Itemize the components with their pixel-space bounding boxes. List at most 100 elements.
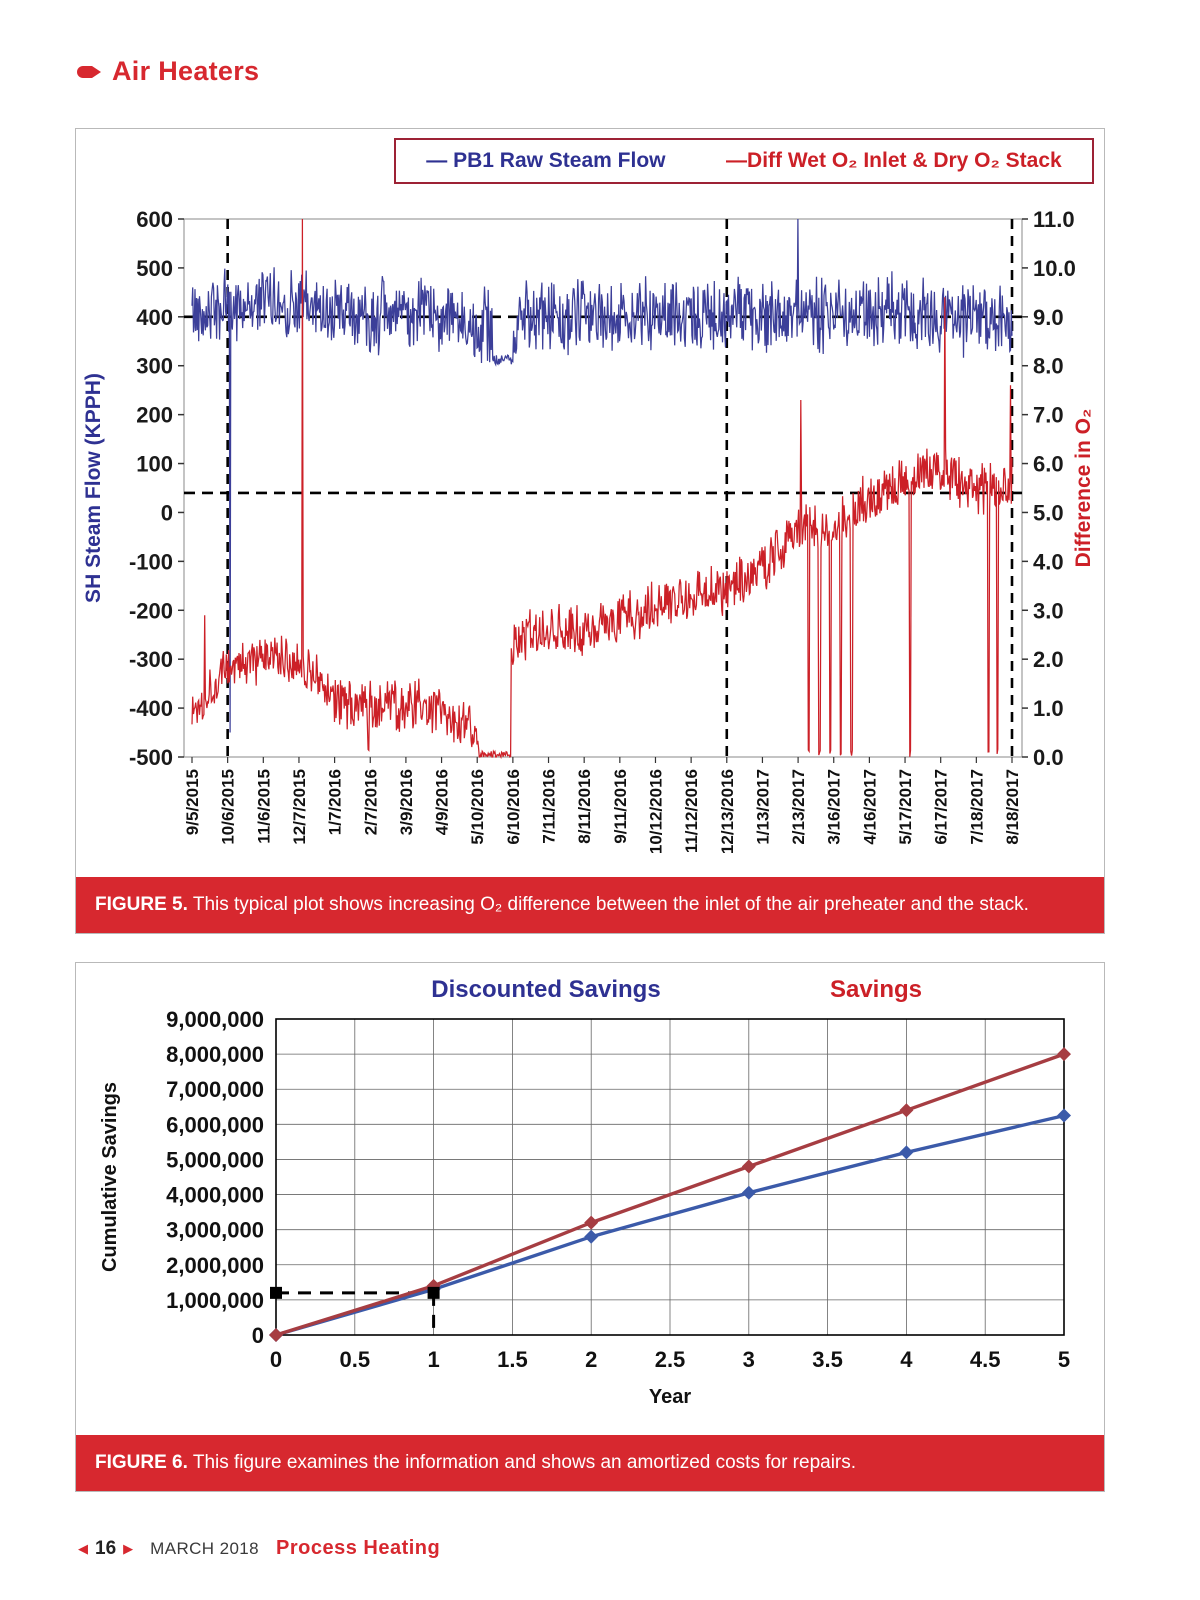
svg-text:Difference in O₂: Difference in O₂ [1072,409,1095,568]
prev-page-icon: ◀ [78,1541,88,1556]
svg-text:2/7/2016: 2/7/2016 [361,769,380,835]
page-number: 16 [95,1537,117,1559]
svg-text:600: 600 [136,207,173,232]
svg-text:0.0: 0.0 [1033,745,1064,770]
svg-text:2: 2 [585,1347,597,1372]
svg-text:9.0: 9.0 [1033,305,1064,330]
svg-text:200: 200 [136,403,173,428]
svg-text:3.5: 3.5 [812,1347,843,1372]
svg-text:SH Steam Flow (KPPH): SH Steam Flow (KPPH) [82,373,105,603]
svg-text:11.0: 11.0 [1033,207,1075,232]
svg-text:-100: -100 [129,549,173,574]
svg-text:10/6/2015: 10/6/2015 [219,769,238,845]
svg-text:7.0: 7.0 [1033,403,1064,428]
svg-text:0: 0 [270,1347,282,1372]
svg-text:11/12/2016: 11/12/2016 [682,769,701,853]
svg-text:4/16/2017: 4/16/2017 [860,769,879,845]
svg-text:500: 500 [136,256,173,281]
svg-text:1.5: 1.5 [497,1347,528,1372]
svg-text:4.5: 4.5 [970,1347,1001,1372]
svg-text:6,000,000: 6,000,000 [166,1112,264,1137]
svg-text:3/16/2017: 3/16/2017 [825,769,844,845]
svg-text:4,000,000: 4,000,000 [166,1183,264,1208]
svg-text:2.5: 2.5 [655,1347,686,1372]
svg-text:3/9/2016: 3/9/2016 [397,769,416,835]
svg-text:6/17/2017: 6/17/2017 [932,769,951,845]
page-footer: ◀ 16 ▶ MARCH 2018 Process Heating [78,1537,440,1560]
figure6-chart-area: 0 1,000,000 2,000,000 3,000,000 4,000,000 5,0… [76,963,1104,1435]
svg-text:0.5: 0.5 [340,1347,371,1372]
svg-text:Year: Year [649,1386,691,1408]
svg-text:1.0: 1.0 [1033,696,1064,721]
svg-text:12/7/2015: 12/7/2015 [290,769,309,845]
svg-text:9/11/2016: 9/11/2016 [611,769,630,844]
svg-text:11/6/2015: 11/6/2015 [254,769,273,844]
figure6-caption-text: This figure examines the information and… [192,1452,857,1473]
svg-text:7/18/2017: 7/18/2017 [967,769,986,845]
svg-text:10/12/2016: 10/12/2016 [646,769,665,854]
section-title: Air Heaters [112,56,260,86]
svg-text:Cumulative Savings: Cumulative Savings [99,1082,121,1272]
svg-text:3,000,000: 3,000,000 [166,1218,264,1243]
svg-text:Savings: Savings [830,976,922,1003]
svg-text:0: 0 [161,500,173,525]
svg-text:7/11/2016: 7/11/2016 [540,769,559,844]
figure5-caption: FIGURE 5. This typical plot shows increa… [76,877,1104,933]
svg-text:1,000,000: 1,000,000 [166,1288,264,1313]
svg-text:1: 1 [427,1347,439,1372]
issue-date: MARCH 2018 [150,1538,260,1558]
publication-logo: Process Heating [276,1537,441,1559]
svg-text:1/7/2016: 1/7/2016 [326,769,345,835]
svg-text:5/10/2016: 5/10/2016 [468,769,487,845]
svg-text:9/5/2015: 9/5/2015 [183,769,202,835]
svg-text:9,000,000: 9,000,000 [166,1007,264,1032]
figure5-caption-tag: FIGURE 5. [95,894,188,915]
svg-text:5: 5 [1058,1347,1070,1372]
svg-text:0: 0 [252,1323,264,1348]
svg-text:8/18/2017: 8/18/2017 [1003,769,1022,845]
svg-text:3: 3 [743,1347,755,1372]
figure5-chart-area: — PB1 Raw Steam Flow —Diff Wet O₂ Inlet … [76,129,1104,877]
section-header: Air Heaters [76,56,259,87]
svg-text:6.0: 6.0 [1033,452,1064,477]
svg-text:8.0: 8.0 [1033,354,1064,379]
figure6-savings-chart: 0 1,000,000 2,000,000 3,000,000 4,000,000 5,0… [99,976,1071,1408]
svg-text:5,000,000: 5,000,000 [166,1147,264,1172]
svg-text:4.0: 4.0 [1033,549,1064,574]
figure6-box: 0 1,000,000 2,000,000 3,000,000 4,000,000 5,0… [75,962,1105,1492]
svg-text:-500: -500 [129,745,173,770]
svg-text:Discounted Savings: Discounted Savings [431,976,660,1003]
svg-text:12/13/2016: 12/13/2016 [718,769,737,854]
svg-text:-200: -200 [129,598,173,623]
arrow-bullet-icon [77,65,101,78]
svg-text:-300: -300 [129,647,173,672]
figure6-caption: FIGURE 6. This figure examines the infor… [76,1435,1104,1491]
svg-text:100: 100 [136,452,173,477]
svg-text:5.0: 5.0 [1033,500,1064,525]
svg-text:1/13/2017: 1/13/2017 [753,769,772,845]
figure5-legend: — PB1 Raw Steam Flow —Diff Wet O₂ Inlet … [394,138,1094,184]
svg-text:2,000,000: 2,000,000 [166,1253,264,1278]
svg-text:4/9/2016: 4/9/2016 [433,769,452,835]
svg-text:-400: -400 [129,696,173,721]
figure6-caption-tag: FIGURE 6. [95,1452,188,1473]
legend-diff-o2: —Diff Wet O₂ Inlet & Dry O₂ Stack [726,149,1062,172]
svg-text:7,000,000: 7,000,000 [166,1077,264,1102]
svg-text:400: 400 [136,305,173,330]
svg-text:6/10/2016: 6/10/2016 [504,769,523,845]
svg-text:2/13/2017: 2/13/2017 [789,769,808,845]
next-page-icon: ▶ [123,1541,134,1556]
figure5-box: — PB1 Raw Steam Flow —Diff Wet O₂ Inlet … [75,128,1105,934]
svg-text:8/11/2016: 8/11/2016 [575,769,594,844]
svg-text:4: 4 [900,1347,913,1372]
svg-text:8,000,000: 8,000,000 [166,1042,264,1067]
svg-text:2.0: 2.0 [1033,647,1064,672]
svg-text:5/17/2017: 5/17/2017 [896,769,915,845]
figure5-time-series-chart: -500 -400 -300 -200 -100 0 100 200 300 400 500 600 0… [82,207,1095,854]
figure5-caption-text: This typical plot shows increasing O₂ di… [192,894,1029,915]
svg-text:3.0: 3.0 [1033,598,1064,623]
svg-text:10.0: 10.0 [1033,256,1076,281]
legend-pb1-raw-steam-flow: — PB1 Raw Steam Flow [426,149,666,172]
svg-text:300: 300 [136,354,173,379]
